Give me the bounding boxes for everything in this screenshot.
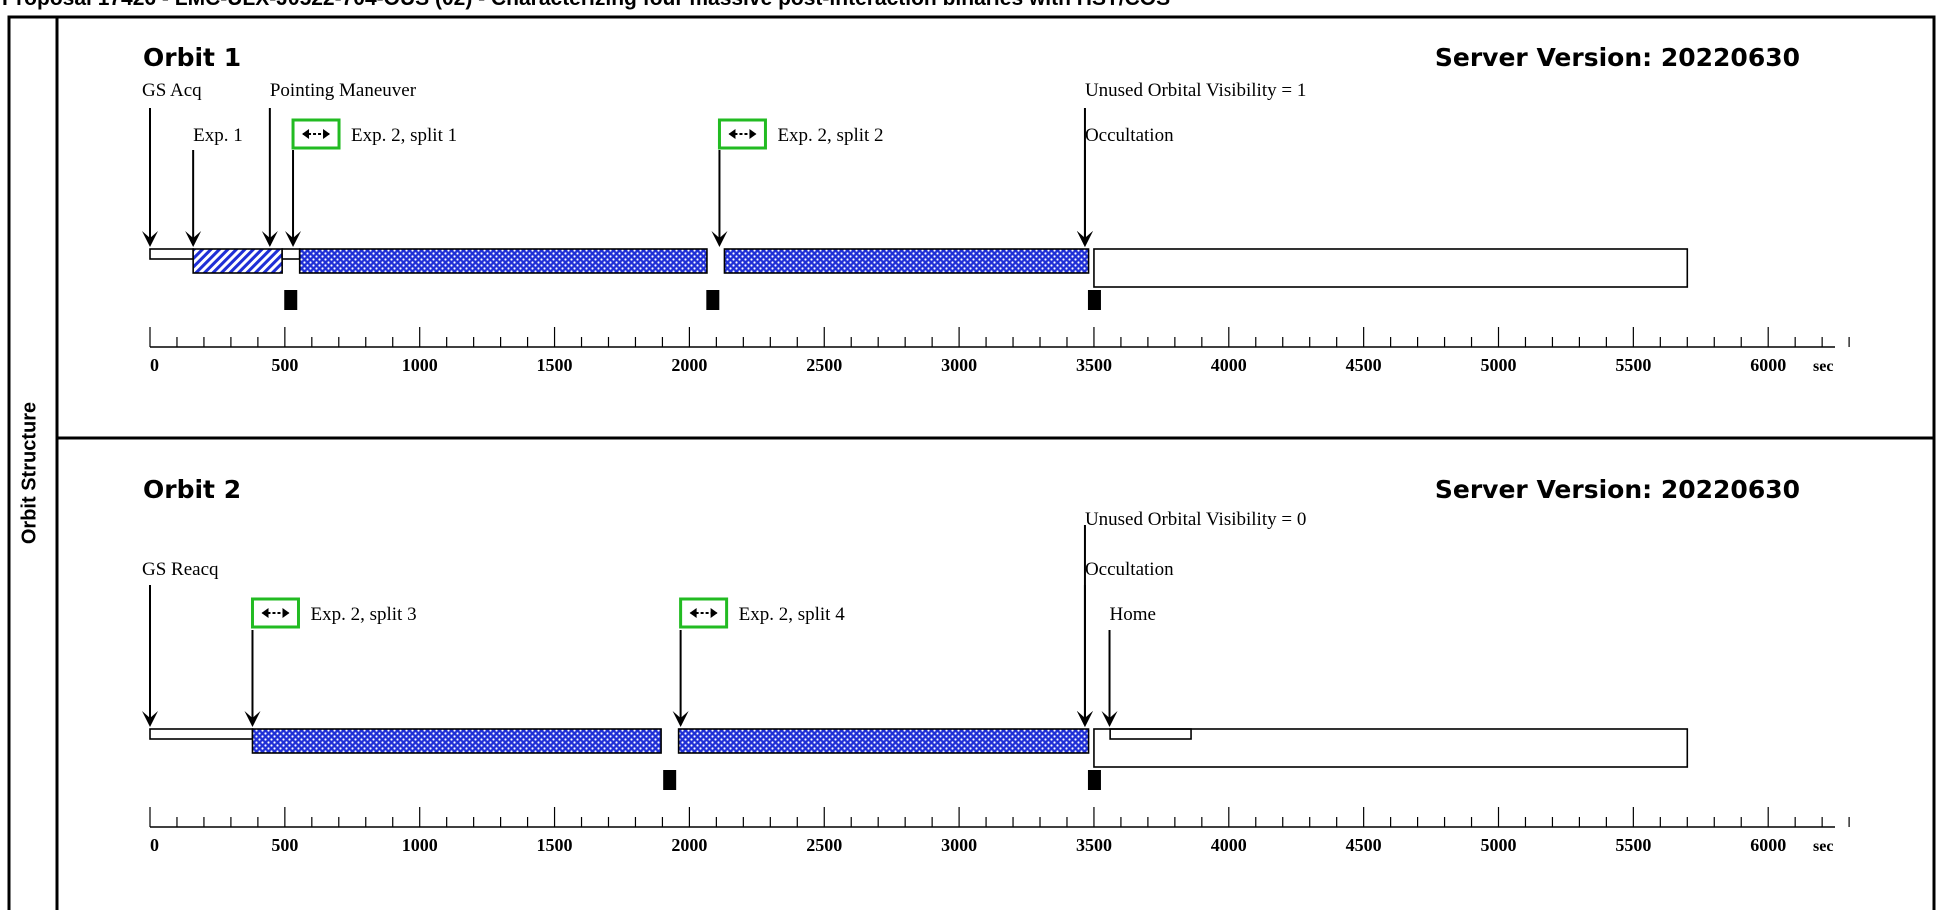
orbit-2-panel: Orbit 2 Server Version: 20220630 Unused Or… [142, 475, 1850, 855]
orbit-title: Orbit 2 [143, 475, 241, 504]
split-arrow-icon [717, 118, 767, 150]
event-arrow [142, 585, 158, 727]
axis-tick-label: 3000 [941, 835, 977, 855]
segment-occultation [1093, 248, 1689, 288]
server-version: Server Version: 20220630 [1435, 475, 1800, 504]
axis-tick-label: 3000 [941, 355, 977, 375]
split-arrow-icon [679, 597, 729, 629]
axis-tick-label: 5000 [1481, 355, 1517, 375]
axis-tick-label: 5500 [1615, 355, 1651, 375]
axis-tick-label: 500 [271, 355, 298, 375]
orbit-structure-label-container: Orbit Structure [10, 0, 50, 910]
event-label: Unused Orbital Visibility = 1 [1085, 80, 1306, 101]
axis-tick-label: 500 [271, 835, 298, 855]
segment-exp1 [192, 248, 283, 274]
event-label: Exp. 1 [193, 125, 243, 146]
axis-tick-label: 1000 [402, 835, 438, 855]
axis-tick-label: 2500 [806, 355, 842, 375]
event-label: Exp. 2, split 3 [310, 604, 416, 625]
axis-tick-label: 1000 [402, 355, 438, 375]
event-arrow [711, 150, 728, 247]
event-arrow [244, 630, 261, 727]
event-arrow [142, 108, 158, 247]
segment-occultation [1093, 728, 1689, 768]
event-arrow [1076, 150, 1093, 247]
event-arrow [261, 108, 278, 247]
proposal-header: Proposal 17426 - LMC-ULX-J0522-704-OUS (… [2, 0, 1170, 11]
axis-tick-label: 4000 [1211, 355, 1247, 375]
axis-tick-label: 1500 [537, 835, 573, 855]
segment-gs-acq [149, 248, 194, 260]
event-label: Exp. 2, split 2 [777, 125, 883, 146]
axis-tick-label: 3500 [1076, 355, 1112, 375]
axis-tick-label: 1500 [537, 355, 573, 375]
axis-tick-label: 2000 [671, 835, 707, 855]
event-arrow [185, 150, 202, 247]
event-label: Occultation [1085, 125, 1174, 146]
split-arrow-icon [250, 597, 300, 629]
axis-tick-label: 0 [150, 355, 159, 375]
orbit-1-panel: Orbit 1 Server Version: 20220630 GS Acq Poi… [142, 43, 1850, 375]
axis-tick-label: 4000 [1211, 835, 1247, 855]
event-label: Exp. 2, split 4 [739, 604, 846, 625]
marker-block [1087, 290, 1101, 310]
time-axis: 0 500 1000 1500 2000 2500 3000 3500 4000 4500 5000… [149, 327, 1850, 375]
axis-unit-label: sec [1813, 838, 1833, 855]
orbit-title: Orbit 1 [143, 43, 241, 72]
event-label: GS Acq [142, 80, 202, 101]
time-axis: 0 500 1000 1500 2000 2500 3000 3500 4000 4500 5000… [149, 807, 1850, 855]
event-label: Unused Orbital Visibility = 0 [1085, 509, 1306, 530]
event-label: Home [1110, 604, 1156, 625]
axis-unit-label: sec [1813, 358, 1833, 375]
axis-tick-label: 5500 [1615, 835, 1651, 855]
marker-block [706, 290, 720, 310]
axis-tick-label: 4500 [1346, 355, 1382, 375]
axis-tick-label: 3500 [1076, 835, 1112, 855]
segment-exp2-split2 [723, 248, 1090, 274]
split-arrow-icon [291, 118, 341, 150]
axis-tick-label: 2000 [671, 355, 707, 375]
segment-exp2-split4 [677, 728, 1090, 754]
event-label: Exp. 2, split 1 [351, 125, 457, 146]
event-label: Pointing Maneuver [270, 80, 417, 101]
orbit-structure-label: Orbit Structure [18, 402, 41, 545]
segment-home [1109, 728, 1192, 740]
axis-tick-label: 4500 [1346, 835, 1382, 855]
event-label: Occultation [1085, 559, 1174, 580]
marker-block [663, 770, 677, 790]
marker-block [284, 290, 298, 310]
segment-pointing [281, 248, 301, 260]
segment-exp2-split3 [251, 728, 662, 754]
event-label: GS Reacq [142, 559, 219, 580]
segment-exp2-split1 [298, 248, 708, 274]
axis-tick-label: 0 [150, 835, 159, 855]
event-arrow [672, 630, 689, 727]
axis-tick-label: 6000 [1750, 835, 1786, 855]
event-arrow [285, 150, 302, 247]
segment-gs-reacq [149, 728, 254, 740]
marker-block [1087, 770, 1101, 790]
outer-frame [7, 15, 1936, 910]
axis-tick-label: 5000 [1481, 835, 1517, 855]
axis-tick-label: 2500 [806, 835, 842, 855]
axis-tick-label: 6000 [1750, 355, 1786, 375]
event-arrow [1076, 585, 1093, 727]
server-version: Server Version: 20220630 [1435, 43, 1800, 72]
event-arrow [1101, 630, 1118, 727]
